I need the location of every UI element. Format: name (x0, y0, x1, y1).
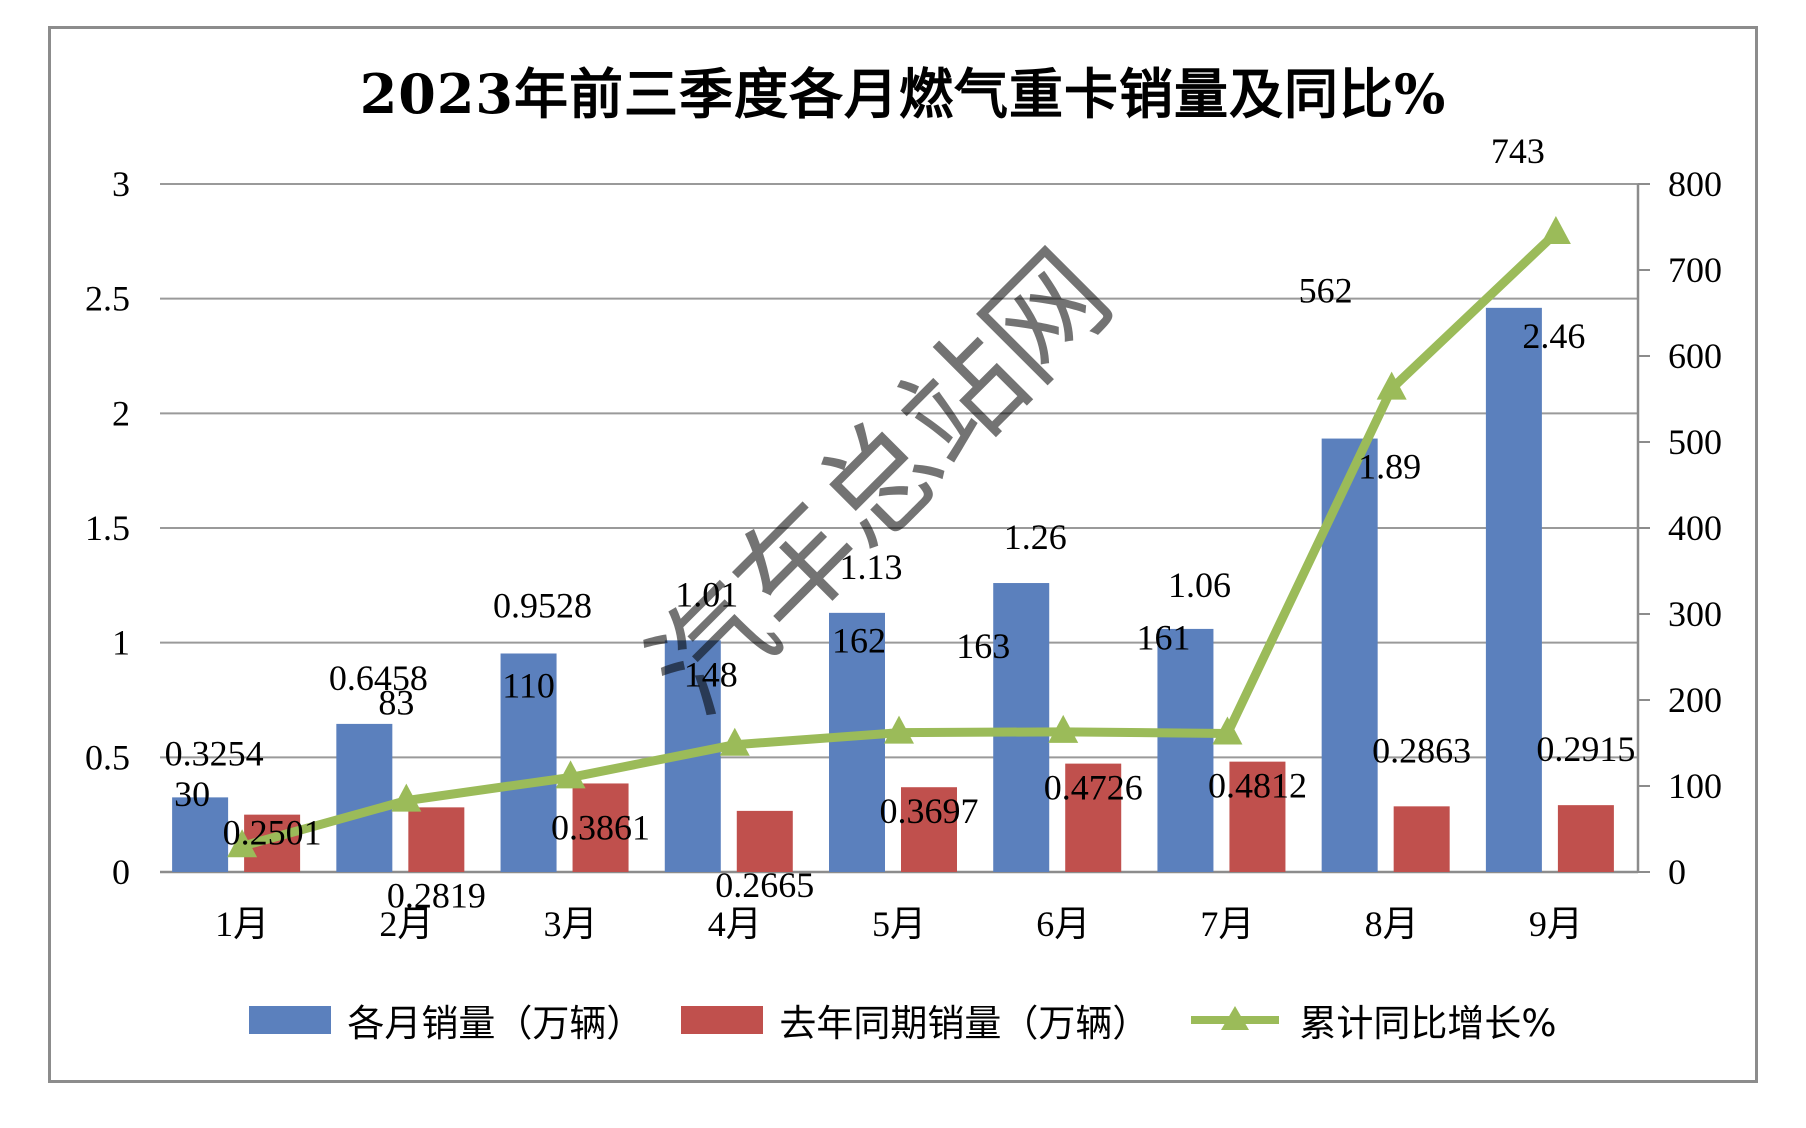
y-left-tick-label: 2 (112, 393, 130, 433)
marker-cumulative-growth (1048, 714, 1079, 743)
bar-last-year-sales (1557, 805, 1614, 872)
bar-last-year-sales (736, 810, 793, 872)
bar-last-year-sales (572, 783, 629, 872)
data-label-last-year-sales: 0.2915 (1536, 729, 1635, 769)
line-layer (227, 216, 1571, 858)
x-tick-label: 1月 (215, 904, 269, 944)
y-right-tick-label: 500 (1668, 422, 1722, 462)
data-label-cumulative-growth: 110 (502, 665, 555, 705)
data-label-last-year-sales: 0.2863 (1372, 730, 1471, 770)
marker-cumulative-growth (1540, 216, 1571, 245)
bar-last-year-sales (1393, 806, 1450, 872)
y-left-tick-label: 2.5 (85, 279, 130, 319)
data-label-monthly-sales: 2.46 (1522, 316, 1585, 356)
marker-cumulative-growth (719, 727, 750, 756)
y-right-tick-label: 700 (1668, 250, 1722, 290)
y-left-tick-label: 3 (112, 164, 130, 204)
y-left-tick-label: 0 (112, 852, 130, 892)
data-label-last-year-sales: 0.4812 (1208, 766, 1307, 806)
bar-monthly-sales (1485, 307, 1542, 873)
data-label-last-year-sales: 0.2665 (715, 865, 814, 905)
marker-cumulative-growth (227, 829, 258, 858)
data-label-monthly-sales: 1.26 (1004, 517, 1067, 557)
y-right-tick-label: 200 (1668, 680, 1722, 720)
y-right-tick-label: 600 (1668, 336, 1722, 376)
chart-frame (48, 26, 1758, 1083)
y-right-tick-label: 100 (1668, 766, 1722, 806)
bar-monthly-sales (1157, 628, 1214, 872)
bar-last-year-sales (408, 807, 465, 872)
x-tick-label: 7月 (1200, 904, 1254, 944)
data-label-monthly-sales: 0.3254 (165, 733, 264, 773)
bar-monthly-sales (500, 653, 557, 872)
bar-monthly-sales (829, 612, 885, 872)
bar-last-year-sales (1065, 763, 1122, 872)
gridlines (160, 183, 1638, 759)
data-label-monthly-sales: 0.9528 (493, 585, 592, 625)
legend-label-last-year-sales: 去年同期销量（万辆） (779, 1002, 1150, 1045)
legend-swatch-last-year-sales (681, 1006, 764, 1034)
y-right-tick-label: 800 (1668, 164, 1722, 204)
legend-label-monthly-sales: 各月销量（万辆） (347, 1002, 644, 1045)
legend-item-last-year-sales: 去年同期销量（万辆） (681, 993, 1149, 1047)
bars (172, 307, 1614, 873)
y-left-tick-label: 0.5 (85, 737, 130, 777)
data-label-cumulative-growth: 161 (1136, 618, 1190, 658)
data-label-monthly-sales: 1.06 (1168, 565, 1231, 605)
data-label-cumulative-growth: 743 (1491, 131, 1545, 171)
y-right-tick-label: 300 (1668, 594, 1722, 634)
data-label-cumulative-growth: 30 (174, 774, 210, 814)
data-label-cumulative-growth: 562 (1299, 271, 1353, 311)
legend: 各月销量（万辆） 去年同期销量（万辆） 累计同比增长% (0, 990, 1806, 1050)
data-label-last-year-sales: 0.2501 (223, 813, 322, 853)
chart-title: 2023年前三季度各月燃气重卡销量及同比% (359, 62, 1447, 126)
x-tick-label: 3月 (544, 904, 598, 944)
data-label-last-year-sales: 0.4726 (1044, 768, 1143, 808)
y-right-tick-label: 0 (1668, 852, 1686, 892)
data-label-monthly-sales: 1.01 (675, 574, 738, 614)
y-right-tick-label: 400 (1668, 508, 1722, 548)
data-label-monthly-sales: 0.6458 (329, 658, 428, 698)
data-label-cumulative-growth: 163 (956, 626, 1010, 666)
data-label-last-year-sales: 0.3697 (880, 791, 979, 831)
axes: 00.511.522.5301002003004005006007008001月… (85, 164, 1722, 944)
legend-item-monthly-sales: 各月销量（万辆） (249, 993, 643, 1047)
x-tick-label: 6月 (1036, 904, 1090, 944)
x-tick-label: 4月 (708, 904, 762, 944)
data-label-cumulative-growth: 148 (684, 655, 738, 695)
marker-cumulative-growth (555, 760, 586, 789)
bar-monthly-sales (1321, 438, 1378, 872)
data-label-last-year-sales: 0.3861 (551, 807, 650, 847)
legend-item-cumulative-growth: 累计同比增长% (1187, 993, 1557, 1047)
legend-swatch-cumulative-growth (1191, 1006, 1280, 1030)
bar-last-year-sales (901, 787, 957, 872)
x-tick-label: 9月 (1529, 904, 1583, 944)
marker-cumulative-growth (884, 715, 914, 744)
x-tick-label: 8月 (1365, 904, 1419, 944)
bar-monthly-sales (172, 797, 229, 872)
marker-cumulative-growth (1376, 371, 1407, 400)
x-tick-label: 5月 (872, 904, 926, 944)
bar-monthly-sales (336, 723, 393, 872)
bar-last-year-sales (1229, 761, 1286, 872)
data-label-cumulative-growth: 83 (378, 683, 414, 723)
marker-cumulative-growth (1212, 716, 1243, 745)
data-label-monthly-sales: 1.89 (1358, 447, 1421, 487)
data-label-last-year-sales: 0.2819 (387, 875, 486, 915)
marker-cumulative-growth (391, 783, 422, 812)
data-label-cumulative-growth: 162 (832, 621, 886, 661)
y-left-tick-label: 1 (112, 623, 130, 663)
legend-label-cumulative-growth: 累计同比增长% (1299, 1002, 1557, 1045)
data-label-monthly-sales: 1.13 (840, 547, 903, 587)
legend-swatch-monthly-sales (249, 1006, 332, 1034)
x-tick-label: 2月 (379, 904, 433, 944)
y-left-tick-label: 1.5 (85, 508, 130, 548)
data-labels: 0.3254 0.6458 0.9528 1.01 1.13 1.26 1.06 1.89 2.… (165, 131, 1636, 915)
